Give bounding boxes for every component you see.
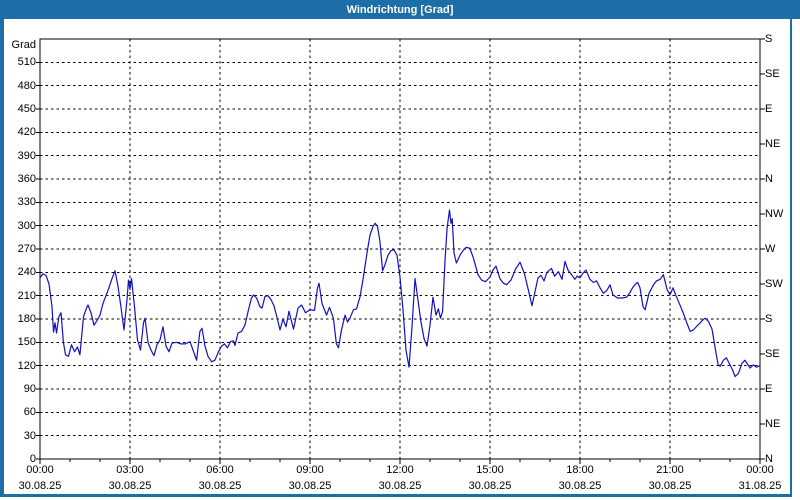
x-date-label-18: 30.08.25 xyxy=(558,480,602,492)
y-tick-label-270: 270 xyxy=(17,243,36,255)
y-tick-label-90: 90 xyxy=(23,383,36,395)
compass-label-NE-405: NE xyxy=(765,138,781,150)
y-tick-label-480: 480 xyxy=(17,79,36,92)
window-frame-bottom xyxy=(0,494,792,497)
y-tick-label-450: 450 xyxy=(17,103,36,115)
window-title: Windrichtung [Grad] xyxy=(346,3,454,16)
x-time-label-15: 15:00 xyxy=(476,464,504,476)
y-tick-label-510: 510 xyxy=(17,56,36,69)
y-tick-label-330: 330 xyxy=(17,196,36,209)
y-tick-label-420: 420 xyxy=(17,126,36,139)
compass-label-SE-135: SE xyxy=(765,348,780,360)
x-date-label-24: 31.08.25 xyxy=(738,480,782,492)
window-frame-right xyxy=(790,19,792,497)
compass-label-SW-225: SW xyxy=(765,278,783,290)
compass-label-S-180: S xyxy=(765,313,773,325)
wind-direction-series-line xyxy=(39,209,761,378)
compass-label-N-0: N xyxy=(765,453,773,465)
compass-label-E-90: E xyxy=(765,383,773,395)
compass-label-NE-45: NE xyxy=(765,418,781,430)
y-tick-label-150: 150 xyxy=(17,336,36,349)
y-tick-label-210: 210 xyxy=(17,289,36,302)
x-time-label-21: 21:00 xyxy=(656,464,684,476)
y-tick-label-0: 0 xyxy=(29,453,36,465)
y-tick-label-300: 300 xyxy=(17,219,36,232)
x-date-label-9: 30.08.25 xyxy=(288,480,332,492)
compass-label-S-540: S xyxy=(765,33,773,45)
y-tick-label-240: 240 xyxy=(17,266,36,279)
x-date-label-21: 30.08.25 xyxy=(648,480,692,492)
compass-label-SE-495: SE xyxy=(765,68,780,80)
y-tick-label-180: 180 xyxy=(17,313,36,325)
compass-label-N-360: N xyxy=(765,173,773,185)
x-date-label-15: 30.08.25 xyxy=(468,480,512,492)
wind-direction-plot xyxy=(36,38,765,464)
y-tick-label-390: 390 xyxy=(17,149,36,162)
window-titlebar: Windrichtung [Grad] xyxy=(0,0,800,19)
x-date-label-0: 30.08.25 xyxy=(18,480,62,492)
x-time-label-6: 06:00 xyxy=(206,464,234,476)
plot-border xyxy=(39,38,761,460)
x-date-label-3: 30.08.25 xyxy=(108,480,152,492)
x-time-label-12: 12:00 xyxy=(386,464,414,476)
x-date-label-12: 30.08.25 xyxy=(378,480,422,492)
x-time-label-0: 00:00 xyxy=(26,464,54,476)
y-tick-label-120: 120 xyxy=(17,359,36,372)
y-axis-unit-label: Grad xyxy=(11,39,36,51)
y-tick-label-30: 30 xyxy=(23,429,36,442)
y-tick-label-360: 360 xyxy=(17,173,36,185)
x-date-label-6: 30.08.25 xyxy=(198,480,242,492)
compass-label-NW-315: NW xyxy=(765,208,784,220)
x-time-label-18: 18:00 xyxy=(566,464,594,476)
x-time-label-3: 03:00 xyxy=(116,464,144,476)
compass-label-E-450: E xyxy=(765,103,773,115)
x-time-label-9: 09:00 xyxy=(296,464,324,476)
x-time-label-24: 00:00 xyxy=(746,464,774,476)
window-frame-left xyxy=(0,19,4,497)
compass-label-W-270: W xyxy=(765,243,776,255)
y-tick-label-60: 60 xyxy=(23,406,36,419)
